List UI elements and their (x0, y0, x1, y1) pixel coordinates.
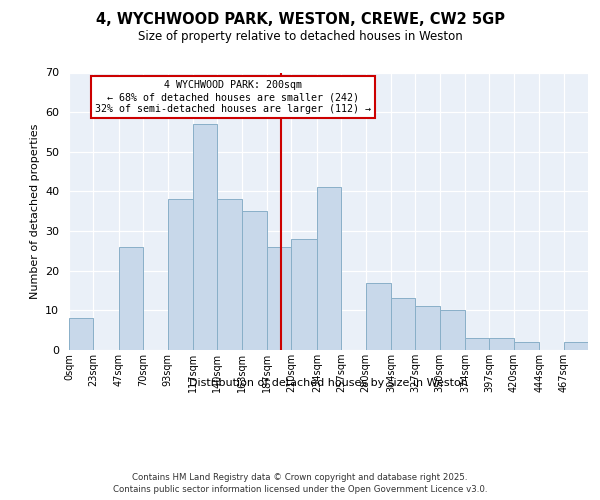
Bar (317, 188, 341, 350)
Bar (69, 318, 94, 350)
Text: Contains public sector information licensed under the Open Government Licence v3: Contains public sector information licen… (113, 485, 487, 494)
Text: 4, WYCHWOOD PARK, WESTON, CREWE, CW2 5GP: 4, WYCHWOOD PARK, WESTON, CREWE, CW2 5GP (95, 12, 505, 28)
Bar (217, 200, 242, 350)
Text: 4 WYCHWOOD PARK: 200sqm
← 68% of detached houses are smaller (242)
32% of semi-d: 4 WYCHWOOD PARK: 200sqm ← 68% of detache… (95, 80, 371, 114)
Bar (563, 342, 588, 350)
Bar (242, 211, 267, 350)
Bar (440, 310, 465, 350)
Bar (292, 239, 317, 350)
Bar (465, 338, 490, 350)
Bar (167, 200, 193, 350)
Bar (514, 342, 539, 350)
Bar (490, 338, 514, 350)
Bar (267, 247, 292, 350)
Text: Distribution of detached houses by size in Weston: Distribution of detached houses by size … (190, 378, 468, 388)
Bar (193, 124, 217, 350)
Bar (391, 298, 415, 350)
Y-axis label: Number of detached properties: Number of detached properties (29, 124, 40, 299)
Bar (415, 306, 440, 350)
Bar (365, 282, 391, 350)
Text: Contains HM Land Registry data © Crown copyright and database right 2025.: Contains HM Land Registry data © Crown c… (132, 472, 468, 482)
Bar (119, 247, 143, 350)
Text: Size of property relative to detached houses in Weston: Size of property relative to detached ho… (137, 30, 463, 43)
